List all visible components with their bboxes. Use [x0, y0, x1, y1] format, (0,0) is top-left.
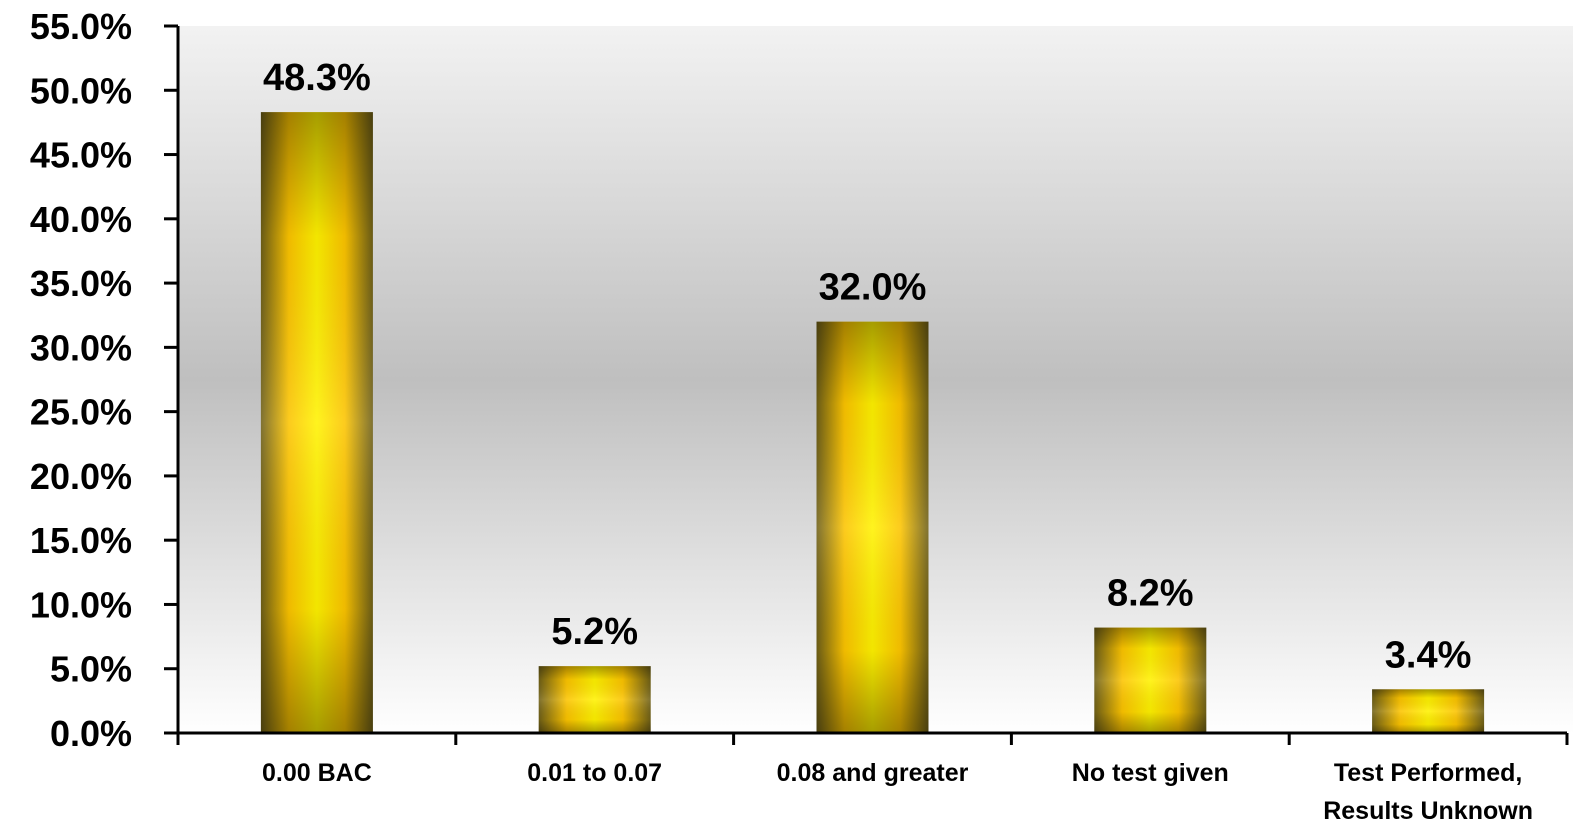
x-tick-label-line: Test Performed,	[1334, 759, 1522, 787]
bar	[260, 112, 373, 733]
bar-shade	[538, 666, 651, 733]
bar	[1372, 689, 1485, 733]
y-tick-label: 5.0%	[50, 649, 132, 690]
y-tick-label: 55.0%	[30, 6, 132, 47]
y-tick-label: 45.0%	[30, 135, 132, 176]
x-tick-label-line: 0.08 and greater	[777, 759, 969, 787]
bar-shade	[260, 112, 373, 733]
y-tick-label: 10.0%	[30, 584, 132, 625]
x-tick-label: Test Performed, Results Unknown	[1323, 759, 1533, 825]
axes-layer: 0.0% 5.0% 10.0% 15.0% 20.0% 25.0% 30.0% 35.0% 40…	[30, 6, 1569, 825]
x-tick-label: No test given	[1072, 759, 1229, 787]
bars-layer	[260, 112, 1485, 733]
data-label: 5.2%	[551, 611, 638, 653]
data-label: 32.0%	[819, 267, 927, 309]
bar-shade	[1372, 689, 1485, 733]
x-tick-label: 0.08 and greater	[777, 759, 969, 787]
data-label: 48.3%	[263, 57, 371, 99]
y-tick-label: 40.0%	[30, 199, 132, 240]
y-tick-label: 15.0%	[30, 520, 132, 561]
data-labels-layer: 48.3% 5.2% 32.0% 8.2% 3.4%	[263, 57, 1471, 676]
y-tick-label: 30.0%	[30, 327, 132, 368]
y-tick-label: 20.0%	[30, 456, 132, 497]
x-tick-label: 0.01 to 0.07	[527, 759, 662, 787]
x-tick-label-line: 0.01 to 0.07	[527, 759, 662, 787]
x-tick-label: 0.00 BAC	[262, 759, 372, 787]
data-label: 3.4%	[1385, 634, 1472, 676]
x-tick-label-line: 0.00 BAC	[262, 759, 372, 787]
bar	[1094, 627, 1207, 733]
x-tick-label-line: No test given	[1072, 759, 1229, 787]
y-tick-label: 25.0%	[30, 392, 132, 433]
x-tick-label-line: Results Unknown	[1323, 797, 1533, 825]
data-label: 8.2%	[1107, 573, 1194, 615]
y-tick-label: 0.0%	[50, 713, 132, 754]
y-tick-label: 35.0%	[30, 263, 132, 304]
bar	[816, 321, 929, 733]
y-tick-label: 50.0%	[30, 70, 132, 111]
bar	[538, 666, 651, 733]
bar-shade	[816, 321, 929, 733]
bar-shade	[1094, 627, 1207, 733]
